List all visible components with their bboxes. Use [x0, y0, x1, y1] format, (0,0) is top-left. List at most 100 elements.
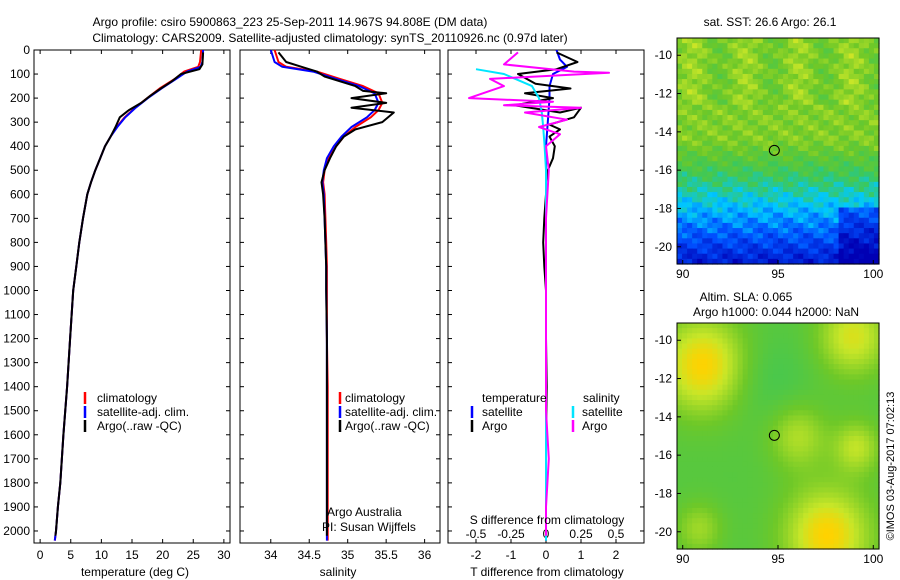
map-cell [783, 533, 789, 540]
map-cell [702, 166, 708, 173]
map-cell [727, 487, 734, 494]
map-cell [737, 543, 744, 550]
map-cell [717, 73, 724, 80]
map-cell [717, 58, 724, 65]
map-cell [682, 135, 688, 142]
map-cell [873, 333, 880, 340]
map-cell [798, 217, 804, 224]
map-cell [692, 156, 698, 162]
map-cell [722, 73, 729, 80]
map-cell [823, 323, 830, 329]
map-cell [868, 140, 875, 147]
map-lat-tick-label: -16 [655, 163, 673, 177]
map-cell [727, 425, 734, 432]
map-cell [747, 323, 754, 329]
map-cell [732, 63, 739, 70]
map-cell [868, 507, 875, 514]
map-cell [873, 197, 880, 203]
map-cell [788, 68, 794, 75]
map-cell [742, 130, 749, 137]
map-cell [747, 115, 754, 121]
map-cell [793, 328, 799, 334]
map-cell [788, 120, 794, 126]
map-cell [813, 533, 819, 540]
map-cell [798, 538, 804, 545]
map-cell [818, 323, 825, 329]
map-cell [772, 58, 779, 65]
map-cell [833, 410, 840, 417]
map-cell [783, 384, 789, 391]
map-cell [722, 48, 729, 55]
map-cell [778, 328, 784, 334]
map-cell [788, 156, 794, 162]
map-cell [752, 492, 759, 499]
map-cell [778, 482, 784, 488]
map-cell [783, 507, 789, 514]
map-cell [843, 243, 850, 250]
map-cell [702, 410, 708, 417]
map-cell [863, 528, 870, 535]
map-cell [783, 125, 789, 132]
map-cell [808, 507, 814, 514]
map-cell [722, 94, 729, 101]
map-cell [712, 63, 718, 70]
map-cell [798, 156, 804, 162]
map-cell [732, 53, 739, 60]
map-cell [682, 248, 688, 255]
map-cell [742, 197, 749, 203]
map-cell [793, 233, 799, 239]
map-cell [707, 528, 713, 535]
map-cell [712, 358, 718, 365]
map-cell [732, 400, 739, 406]
map-cell [778, 492, 784, 499]
map-cell [767, 379, 774, 386]
map-cell [853, 482, 860, 488]
map-cell [868, 487, 875, 494]
map-cell [772, 405, 779, 411]
salinity-difference-tick-label: -0.5 [466, 527, 487, 541]
map-cell [868, 394, 875, 401]
map-cell [818, 543, 825, 550]
map-cell [788, 171, 794, 178]
map-cell [692, 120, 698, 126]
map-cell [873, 233, 880, 239]
map-cell [692, 181, 698, 188]
map-cell [808, 523, 814, 530]
map-cell [707, 48, 713, 55]
map-cell [783, 233, 789, 239]
map-cell [803, 528, 809, 535]
map-cell [843, 471, 850, 478]
map-cell [823, 58, 830, 65]
map-cell [798, 425, 804, 432]
map-cell [677, 507, 683, 514]
map-cell [702, 343, 708, 350]
map-cell [808, 217, 814, 224]
map-cell [677, 328, 683, 334]
map-cell [838, 84, 845, 90]
map-cell [838, 379, 845, 386]
map-cell [772, 73, 779, 80]
map-cell [717, 197, 724, 203]
map-cell [788, 197, 794, 203]
map-cell [737, 389, 744, 396]
map-cell [692, 497, 698, 504]
temperature-plot-frame [33, 49, 231, 544]
map-cell [788, 543, 794, 550]
map-cell [757, 323, 764, 329]
map-cell [677, 125, 683, 132]
map-cell [848, 461, 855, 468]
map-cell [697, 176, 703, 183]
map-cell [783, 441, 789, 447]
map-cell [783, 353, 789, 360]
map-cell [793, 140, 799, 147]
map-cell [823, 328, 830, 334]
map-cell [712, 79, 718, 85]
map-cell [702, 507, 708, 514]
map-cell [858, 338, 865, 345]
map-cell [868, 369, 875, 375]
map-cell [833, 84, 840, 90]
map-cell [707, 166, 713, 173]
map-cell [747, 258, 754, 265]
map-cell [727, 192, 734, 198]
map-cell [702, 125, 708, 132]
